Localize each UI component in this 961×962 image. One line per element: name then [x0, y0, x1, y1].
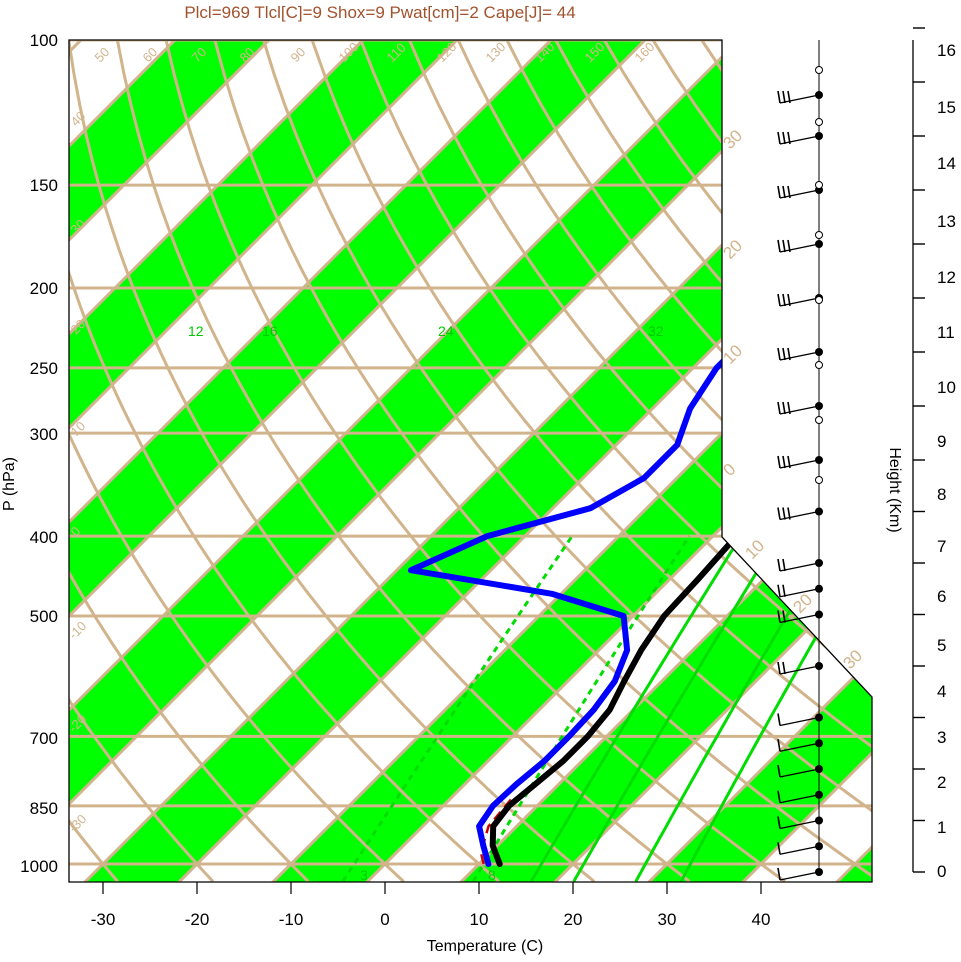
p-tick-300: 300: [30, 425, 58, 444]
wind-barb: [778, 508, 819, 520]
temperature-axis: -30 -20 -10 0 10 20 30 40 Temperature (C…: [91, 882, 771, 955]
iso-label-90: 90: [288, 44, 309, 65]
wind-barb: [778, 348, 819, 360]
iso-right-label-30: 30: [719, 126, 746, 153]
t-tick-40: 40: [752, 910, 771, 929]
h-tick-3: 3: [937, 728, 946, 747]
p-tick-150: 150: [30, 176, 58, 195]
wind-barb: [778, 294, 819, 306]
t-tick-30: 30: [658, 910, 677, 929]
t-tick-20: 20: [564, 910, 583, 929]
wind-level-open-dot: [816, 182, 823, 189]
iso-right-label-10b: 10: [741, 536, 768, 563]
t-tick-minus-10: -10: [279, 910, 304, 929]
h-tick-12: 12: [937, 268, 956, 287]
iso-right-label-10: 10: [719, 341, 746, 368]
h-tick-7: 7: [937, 537, 946, 556]
iso-right-label-30b: 30: [839, 646, 866, 673]
p-tick-100: 100: [30, 31, 58, 50]
wind-barb: [778, 91, 819, 103]
wind-level-open-dot: [816, 297, 823, 304]
h-tick-6: 6: [937, 587, 946, 606]
t-tick-minus-30: -30: [91, 910, 116, 929]
h-tick-2: 2: [937, 773, 946, 792]
mix-label-8: 8: [488, 867, 496, 883]
p-tick-250: 250: [30, 359, 58, 378]
iso-label-130: 130: [483, 39, 509, 65]
p-tick-700: 700: [30, 729, 58, 748]
iso-label-50: 50: [92, 44, 113, 65]
h-tick-4: 4: [937, 682, 946, 701]
x-axis-label: Temperature (C): [427, 938, 543, 955]
wind-level-open-dot: [816, 119, 823, 126]
p-tick-500: 500: [30, 607, 58, 626]
y-axis-label: P (hPa): [1, 457, 18, 511]
h-tick-14: 14: [937, 154, 956, 173]
mix-label-32: 32: [648, 323, 664, 339]
h-tick-15: 15: [937, 98, 956, 117]
wind-level-open-dot: [816, 362, 823, 369]
h-tick-9: 9: [937, 432, 946, 451]
wind-level-open-dot: [816, 417, 823, 424]
h-tick-1: 1: [937, 818, 946, 837]
p-tick-200: 200: [30, 279, 58, 298]
iso-right-label-20: 20: [719, 236, 746, 263]
h-tick-8: 8: [937, 485, 946, 504]
chart-title: Plcl=969 Tlcl[C]=9 Shox=9 Pwat[cm]=2 Cap…: [184, 3, 575, 22]
wind-barb: [778, 132, 819, 144]
t-tick-10: 10: [470, 910, 489, 929]
wind-barb: [778, 559, 819, 571]
wind-barb: [778, 842, 819, 854]
mix-label-3: 3: [360, 867, 368, 883]
wind-level-open-dot: [816, 67, 823, 74]
h-tick-11: 11: [937, 323, 955, 342]
p-tick-1000: 1000: [20, 857, 58, 876]
t-tick-0: 0: [380, 910, 389, 929]
pressure-axis: 100 150 200 250 300 400 500 700 850 1000…: [1, 31, 58, 876]
h-tick-10: 10: [937, 378, 956, 397]
h-tick-16: 16: [937, 41, 956, 60]
wind-barb: [778, 186, 819, 198]
wind-level-open-dot: [816, 477, 823, 484]
mix-label-12: 12: [188, 323, 204, 339]
wind-barb: [778, 868, 819, 880]
h-tick-0: 0: [937, 862, 946, 881]
wind-barb: [778, 402, 819, 414]
p-tick-400: 400: [30, 528, 58, 547]
wind-barb: [778, 456, 819, 468]
h-tick-5: 5: [937, 636, 946, 655]
height-axis: 0 1 2 3 4 5 6 7 8 9 10 11 12 13 14 15 16…: [886, 28, 956, 881]
y2-axis-label: Height (Km): [886, 447, 903, 532]
h-tick-13: 13: [937, 212, 956, 231]
mix-label-24: 24: [438, 323, 454, 339]
wind-level-open-dot: [816, 232, 823, 239]
p-tick-850: 850: [30, 799, 58, 818]
t-tick-minus-20: -20: [185, 910, 210, 929]
wind-barb: [778, 240, 819, 252]
mix-label-16: 16: [262, 323, 278, 339]
